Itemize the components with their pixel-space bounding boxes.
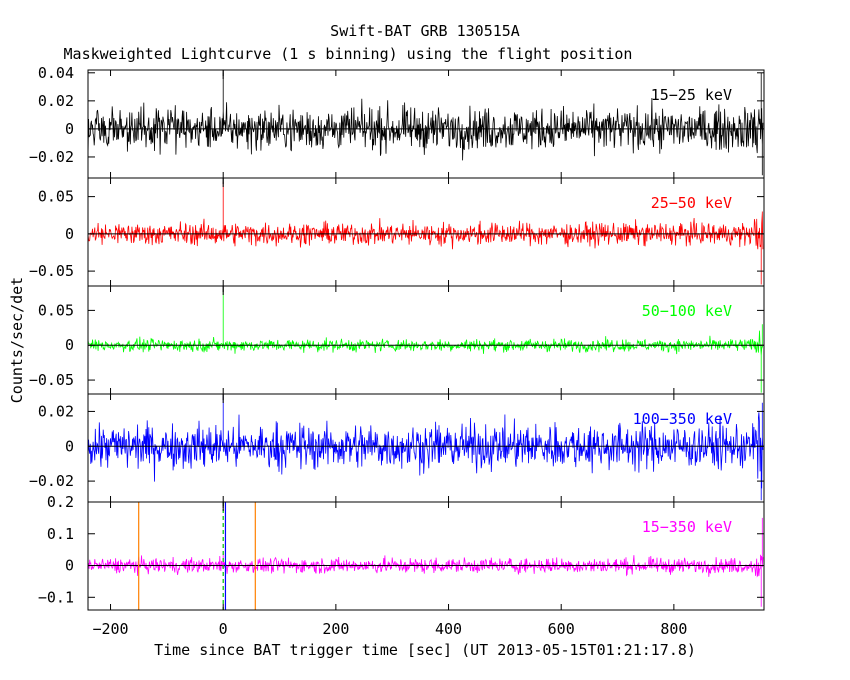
- y-tick-label-2-0: 0.05: [38, 301, 74, 319]
- panel-4: 0.2 0.1 0 −0.1 15−350 keV: [38, 493, 765, 611]
- x-tick-label-0: −200: [92, 620, 128, 638]
- x-tick-label-5: 800: [660, 620, 687, 638]
- chart-title: Swift-BAT GRB 130515A: [330, 22, 520, 40]
- y-tick-label-0-1: 0.02: [38, 92, 74, 110]
- y-tick-label-1-2: −0.05: [29, 262, 74, 280]
- band-label-1: 25−50 keV: [651, 194, 732, 212]
- band-label-2: 50−100 keV: [642, 302, 732, 320]
- band-label-0: 15−25 keV: [651, 86, 732, 104]
- band-label-4: 15−350 keV: [642, 518, 732, 536]
- panel-1: 0.05 0 −0.05 25−50 keV: [29, 177, 765, 287]
- y-tick-label-0-2: 0: [65, 120, 74, 138]
- panel-3: 0.02 0 −0.02 100−350 keV: [29, 393, 765, 503]
- series-line-3: [87, 395, 764, 501]
- panels-group: 0.04 0.02 0 −0.02 15−25 keV 0.05 0 −0.05 25−50 k…: [29, 64, 765, 638]
- y-tick-label-4-3: −0.1: [38, 588, 74, 606]
- series-line-2: [87, 289, 764, 393]
- chart-subtitle: Maskweighted Lightcurve (1 s binning) us…: [64, 45, 633, 63]
- y-tick-label-0-3: −0.02: [29, 148, 74, 166]
- x-axis-label: Time since BAT trigger time [sec] (UT 20…: [154, 641, 696, 659]
- panel-2: 0.05 0 −0.05 50−100 keV: [29, 285, 765, 395]
- y-tick-label-4-0: 0.2: [47, 493, 74, 511]
- x-tick-label-3: 400: [435, 620, 462, 638]
- y-tick-label-3-0: 0.02: [38, 402, 74, 420]
- x-tick-label-1: 0: [219, 620, 228, 638]
- panel-frame-4: [87, 501, 765, 611]
- y-axis-label: Counts/sec/det: [8, 277, 26, 403]
- y-tick-label-1-1: 0: [65, 225, 74, 243]
- x-tick-label-4: 600: [548, 620, 575, 638]
- y-tick-label-3-1: 0: [65, 437, 74, 455]
- y-tick-label-1-0: 0.05: [38, 188, 74, 206]
- y-tick-label-4-2: 0: [65, 557, 74, 575]
- y-tick-label-0-0: 0.04: [38, 64, 74, 82]
- y-tick-label-3-2: −0.02: [29, 472, 74, 490]
- y-tick-label-2-1: 0: [65, 336, 74, 354]
- series-line-1: [87, 181, 764, 285]
- y-tick-label-2-2: −0.05: [29, 371, 74, 389]
- y-tick-label-4-1: 0.1: [47, 525, 74, 543]
- band-label-3: 100−350 keV: [633, 410, 732, 428]
- panel-0: 0.04 0.02 0 −0.02 15−25 keV: [29, 64, 765, 179]
- x-tick-label-2: 200: [322, 620, 349, 638]
- series-line-0: [87, 72, 764, 176]
